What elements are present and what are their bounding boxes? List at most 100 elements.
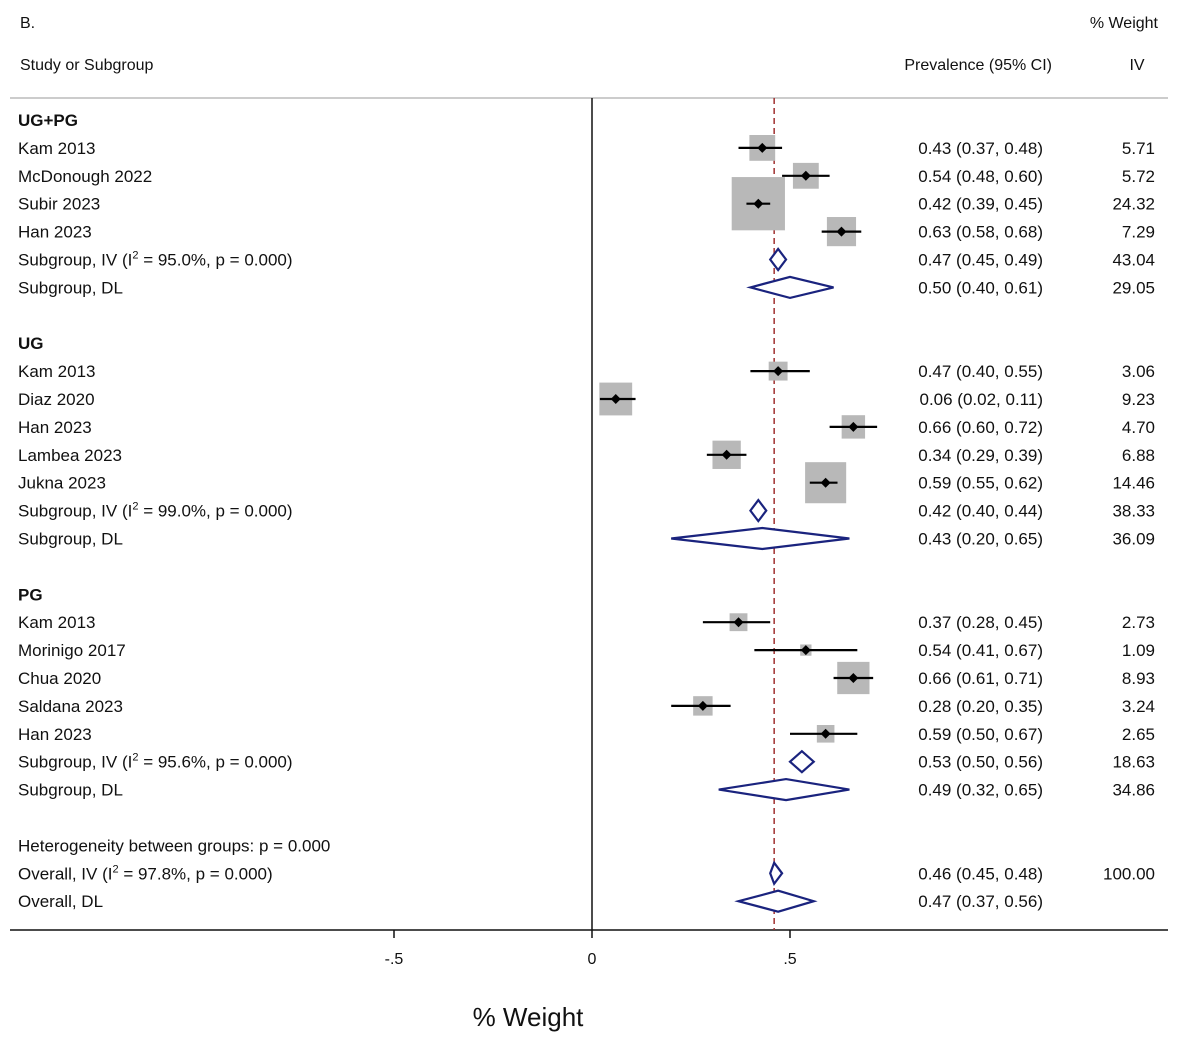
row-label: Heterogeneity between groups: p = 0.000 — [18, 836, 330, 855]
row-label: Saldana 2023 — [18, 697, 123, 716]
ci-value: 0.42 (0.40, 0.44) — [918, 502, 1043, 521]
row-label-superscript: 2 — [132, 752, 138, 764]
ci-value: 0.50 (0.40, 0.61) — [918, 278, 1043, 297]
row-label: Subgroup, DL — [18, 781, 123, 800]
row-label-text: Subgroup, IV (I — [18, 502, 132, 521]
row-pooled: Subgroup, DL 0.43 (0.20, 0.65) 36.09 — [18, 526, 1155, 551]
row-label: Kam 2013 — [18, 139, 96, 158]
point-estimate — [836, 226, 847, 237]
ci-value: 0.37 (0.28, 0.45) — [918, 613, 1043, 632]
x-tick-label: .5 — [783, 951, 796, 968]
row-label: Diaz 2020 — [18, 390, 95, 409]
row-label: McDonough 2022 — [18, 167, 152, 186]
ci-value: 0.49 (0.32, 0.65) — [918, 781, 1043, 800]
weight-column-subheader: IV — [1129, 57, 1144, 74]
row-label: Han 2023 — [18, 418, 92, 437]
weight-value: 3.06 — [1122, 362, 1155, 381]
weight-value: 18.63 — [1112, 753, 1155, 772]
row-pooled: Subgroup, IV (I2 = 99.0%, p = 0.000) 0.42… — [18, 498, 1155, 523]
row-pooled: Subgroup, DL 0.49 (0.32, 0.65) 34.86 — [18, 777, 1155, 802]
row-label-superscript: 2 — [132, 250, 138, 262]
ci-value: 0.54 (0.41, 0.67) — [918, 641, 1043, 660]
pooled-diamond — [769, 860, 784, 887]
weight-value: 1.09 — [1122, 641, 1155, 660]
row-pooled: Subgroup, DL 0.50 (0.40, 0.61) 29.05 — [18, 275, 1155, 300]
weight-value: 9.23 — [1122, 390, 1155, 409]
pooled-diamond — [734, 889, 818, 913]
row-label: Subgroup, IV (I2 = 95.6%, p = 0.000) — [18, 752, 293, 772]
row-study: Kam 2013 0.37 (0.28, 0.45) 2.73 — [18, 613, 1155, 632]
row-label-tail: = 99.0%, p = 0.000) — [138, 502, 292, 521]
pooled-diamond — [788, 749, 816, 774]
weight-value: 38.33 — [1112, 502, 1155, 521]
ci-value: 0.34 (0.29, 0.39) — [918, 446, 1043, 465]
row-label-tail: = 95.0%, p = 0.000) — [138, 251, 292, 270]
ci-value: 0.46 (0.45, 0.48) — [918, 864, 1043, 883]
row-pooled: Overall, IV (I2 = 97.8%, p = 0.000) 0.46 … — [18, 860, 1155, 887]
row-study: McDonough 2022 0.54 (0.48, 0.60) 5.72 — [18, 162, 1155, 189]
weight-value: 34.86 — [1112, 781, 1155, 800]
weight-value: 2.73 — [1122, 613, 1155, 632]
subgroup-heading: PG — [18, 585, 43, 604]
weight-value: 29.05 — [1112, 278, 1155, 297]
row-study: Han 2023 0.63 (0.58, 0.68) 7.29 — [18, 217, 1155, 247]
row-label-superscript: 2 — [132, 501, 138, 513]
point-estimate — [800, 170, 811, 181]
row-group: UG — [18, 334, 44, 353]
row-study: Subir 2023 0.42 (0.39, 0.45) 24.32 — [18, 177, 1155, 231]
ci-value: 0.66 (0.61, 0.71) — [918, 669, 1043, 688]
weight-value: 14.46 — [1112, 474, 1155, 493]
row-study: Kam 2013 0.47 (0.40, 0.55) 3.06 — [18, 361, 1155, 381]
weight-value: 8.93 — [1122, 669, 1155, 688]
subgroup-heading: UG+PG — [18, 111, 78, 130]
ci-value: 0.42 (0.39, 0.45) — [918, 195, 1043, 214]
row-text: Heterogeneity between groups: p = 0.000 — [18, 836, 330, 855]
point-estimate — [610, 394, 621, 404]
row-label: Han 2023 — [18, 725, 92, 744]
pooled-diamond — [746, 275, 834, 300]
row-label-text: Subgroup, IV (I — [18, 753, 132, 772]
row-label: Overall, IV (I2 = 97.8%, p = 0.000) — [18, 863, 273, 883]
x-axis-title: % Weight — [473, 1002, 585, 1032]
point-estimate — [820, 477, 831, 488]
study-column-header: Study or Subgroup — [20, 57, 154, 74]
weight-value: 3.24 — [1122, 697, 1155, 716]
row-study: Chua 2020 0.66 (0.61, 0.71) 8.93 — [18, 661, 1155, 695]
row-pooled: Subgroup, IV (I2 = 95.0%, p = 0.000) 0.47… — [18, 247, 1155, 272]
panel-label: B. — [20, 15, 35, 32]
x-axis-ticks: -.5 0 .5 — [385, 930, 797, 968]
row-label-text: Subgroup, IV (I — [18, 251, 132, 270]
row-label: Subir 2023 — [18, 195, 100, 214]
weight-value: 7.29 — [1122, 223, 1155, 242]
point-estimate — [733, 617, 744, 628]
ci-value: 0.43 (0.20, 0.65) — [918, 530, 1043, 549]
x-tick-label: -.5 — [385, 951, 404, 968]
point-estimate — [721, 449, 732, 460]
row-label: Overall, DL — [18, 892, 103, 911]
row-group: UG+PG — [18, 111, 78, 130]
row-label-tail: = 95.6%, p = 0.000) — [138, 753, 292, 772]
point-estimate — [773, 366, 784, 377]
ci-value: 0.28 (0.20, 0.35) — [918, 697, 1043, 716]
row-study: Jukna 2023 0.59 (0.55, 0.62) 14.46 — [18, 462, 1155, 504]
weight-value: 24.32 — [1112, 195, 1155, 214]
pooled-diamond — [768, 247, 788, 272]
weight-value: 2.65 — [1122, 725, 1155, 744]
pooled-diamond — [718, 777, 850, 802]
row-label: Subgroup, IV (I2 = 95.0%, p = 0.000) — [18, 250, 293, 270]
row-label: Lambea 2023 — [18, 446, 122, 465]
weight-value: 36.09 — [1112, 530, 1155, 549]
forest-rows: UG+PG Kam 2013 0.43 (0.37, 0.48) 5.71 McDono… — [18, 111, 1155, 913]
subgroup-heading: UG — [18, 334, 44, 353]
row-study: Diaz 2020 0.06 (0.02, 0.11) 9.23 — [18, 382, 1155, 416]
weight-value: 4.70 — [1122, 418, 1155, 437]
row-study: Kam 2013 0.43 (0.37, 0.48) 5.71 — [18, 134, 1155, 161]
ci-value: 0.66 (0.60, 0.72) — [918, 418, 1043, 437]
weight-value: 5.72 — [1122, 167, 1155, 186]
row-study: Han 2023 0.59 (0.50, 0.67) 2.65 — [18, 725, 1155, 744]
weight-column-title: % Weight — [1090, 15, 1159, 32]
row-label: Chua 2020 — [18, 669, 101, 688]
row-pooled: Overall, DL 0.47 (0.37, 0.56) — [18, 889, 1043, 913]
row-pooled: Subgroup, IV (I2 = 95.6%, p = 0.000) 0.53… — [18, 749, 1155, 774]
